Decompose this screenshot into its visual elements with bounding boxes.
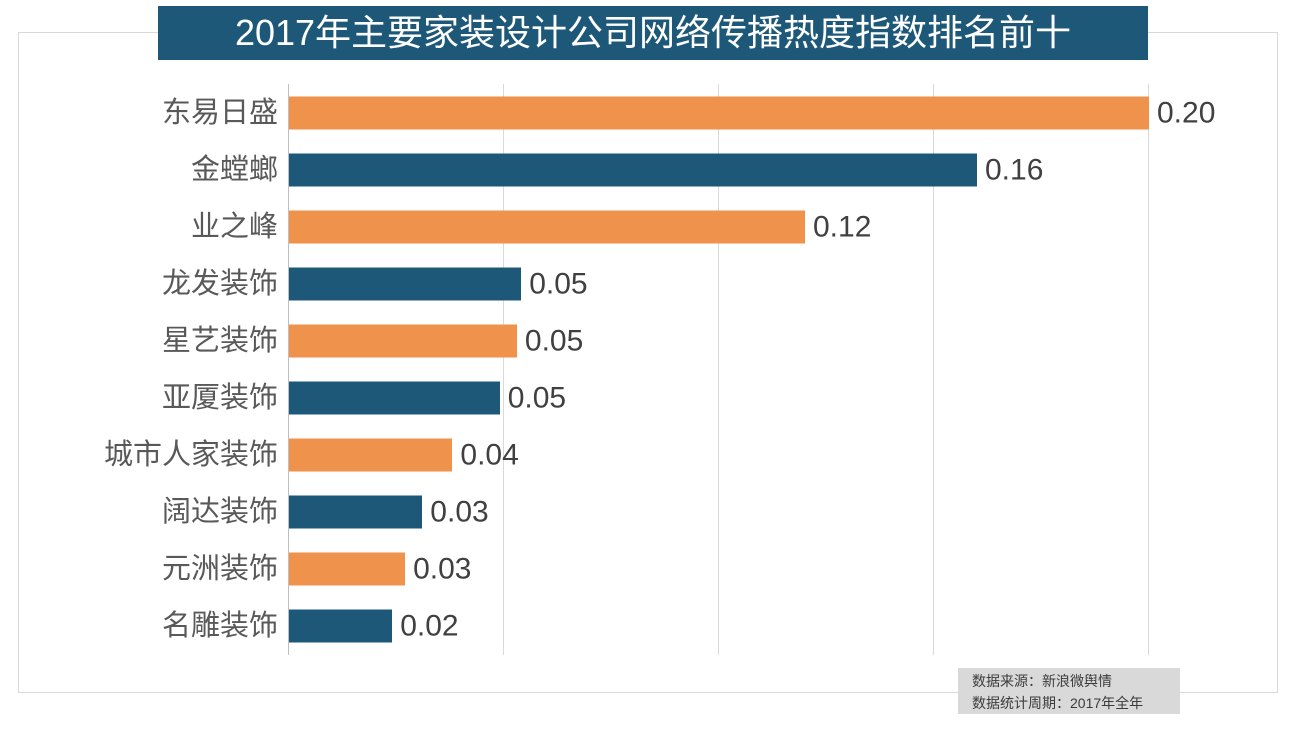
bar-value-label: 0.03	[430, 495, 489, 529]
category-label: 星艺装饰	[161, 324, 278, 357]
bar-rows: 东易日盛 0.20 金螳螂 0.16 业之峰 0.12 龙发装饰 0.05 星艺装饰 0.05 亚厦…	[0, 84, 1298, 655]
bar-row: 名雕装饰 0.02	[0, 598, 1298, 655]
bar-wrapper: 0.05	[289, 324, 584, 358]
category-label: 元洲装饰	[161, 553, 278, 586]
chart-frame	[18, 32, 1278, 693]
bar-value-label: 0.02	[400, 609, 459, 643]
bar-row: 金螳螂 0.16	[0, 141, 1298, 198]
bar[interactable]	[289, 210, 805, 244]
bar-wrapper: 0.04	[289, 438, 519, 472]
bar-value-label: 0.05	[507, 381, 567, 415]
category-label: 金螳螂	[190, 153, 278, 186]
source-note: 数据来源：新浪微舆情 数据统计周期：2017年全年	[958, 668, 1180, 714]
category-label: 阔达装饰	[161, 496, 278, 529]
bar-value-label: 0.04	[460, 438, 519, 472]
bar-row: 亚厦装饰 0.05	[0, 370, 1298, 427]
bar-row: 业之峰 0.12	[0, 198, 1298, 255]
bar[interactable]	[289, 381, 500, 415]
bar-row: 城市人家装饰 0.04	[0, 427, 1298, 484]
bar-row: 东易日盛 0.20	[0, 84, 1298, 141]
bar-wrapper: 0.12	[289, 210, 872, 244]
bar-wrapper: 0.02	[289, 609, 459, 643]
bar-wrapper: 0.05	[289, 381, 567, 415]
bar[interactable]	[289, 153, 977, 187]
chart-title-banner: 2017年主要家装设计公司网络传播热度指数排名前十	[158, 6, 1148, 60]
bar[interactable]	[289, 267, 522, 301]
bar-wrapper: 0.20	[289, 96, 1216, 130]
bar-row: 阔达装饰 0.03	[0, 484, 1298, 541]
bar-wrapper: 0.05	[289, 267, 588, 301]
bar[interactable]	[289, 495, 423, 529]
source-line-1: 数据来源：新浪微舆情	[972, 673, 1112, 689]
bar-row: 龙发装饰 0.05	[0, 255, 1298, 312]
bar[interactable]	[289, 552, 406, 586]
source-line-2: 数据统计周期：2017年全年	[972, 695, 1144, 711]
category-label: 东易日盛	[161, 96, 278, 129]
bar-value-label: 0.12	[813, 210, 872, 244]
bar[interactable]	[289, 609, 393, 643]
bar-row: 元洲装饰 0.03	[0, 541, 1298, 598]
bar-wrapper: 0.03	[289, 552, 472, 586]
bar-value-label: 0.16	[985, 153, 1044, 187]
bar-value-label: 0.05	[524, 324, 584, 358]
category-label: 业之峰	[190, 210, 278, 243]
category-label: 城市人家装饰	[103, 439, 278, 472]
category-label: 名雕装饰	[161, 610, 278, 643]
category-label: 亚厦装饰	[161, 382, 278, 415]
bar-value-label: 0.03	[413, 552, 472, 586]
bar[interactable]	[289, 438, 453, 472]
bar[interactable]	[289, 96, 1149, 130]
bar-wrapper: 0.16	[289, 153, 1044, 187]
bar-value-label: 0.20	[1157, 96, 1216, 130]
bar-wrapper: 0.03	[289, 495, 489, 529]
bar-value-label: 0.05	[529, 267, 588, 301]
bar[interactable]	[289, 324, 517, 358]
bar-row: 星艺装饰 0.05	[0, 312, 1298, 369]
category-label: 龙发装饰	[161, 267, 278, 300]
